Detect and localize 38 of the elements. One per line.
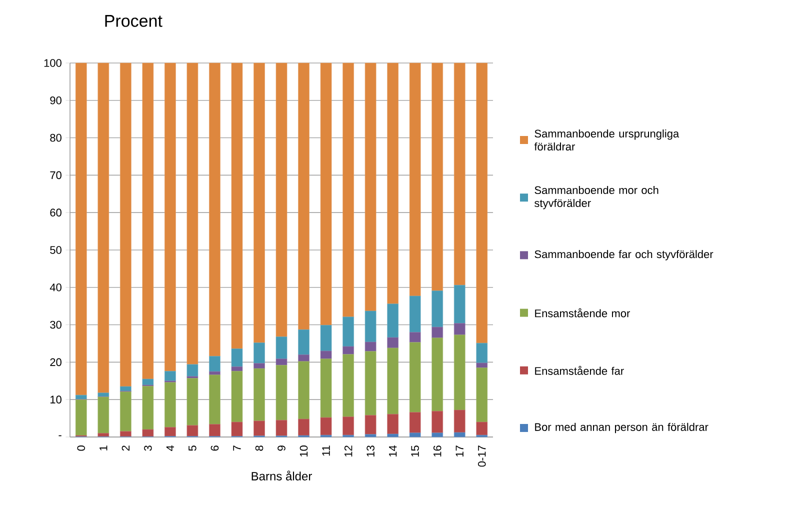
y-tick-label: 30 — [50, 320, 62, 329]
x-tick-label: 3 — [144, 446, 152, 451]
y-tick-label: 10 — [50, 396, 62, 404]
chart-title: Procent — [105, 15, 162, 27]
y-tick-label: 80 — [50, 134, 62, 142]
x-tick-label: 8 — [255, 446, 264, 451]
x-tick-label: 1 — [100, 446, 108, 450]
x-tick-label: 0-17 — [478, 446, 486, 467]
x-tick-label: 0 — [77, 446, 86, 451]
y-tick-label: 60 — [50, 208, 62, 216]
y-tick-label: 50 — [50, 246, 62, 254]
x-tick-label: 9 — [278, 446, 286, 451]
legend-label: Sammanboende far och styvförälder — [534, 250, 714, 260]
y-tick-label: 100 — [44, 59, 62, 67]
y-tick-label: 20 — [50, 358, 62, 366]
legend-label: Ensamstående mor — [535, 308, 630, 318]
x-tick-label: 4 — [166, 445, 174, 451]
x-tick-label: 14 — [389, 445, 397, 456]
y-tick-label: 70 — [50, 171, 62, 180]
x-tick-label: 2 — [122, 446, 130, 451]
x-tick-label: 16 — [433, 446, 442, 456]
y-tick-label: 90 — [50, 96, 62, 104]
x-tick-label: 11 — [322, 446, 330, 456]
x-axis-title: Barns ålder — [252, 470, 312, 480]
x-tick-label: 13 — [366, 446, 374, 456]
legend-label: Sammanboende ursprungliga föräldrar — [534, 129, 680, 151]
y-tick-label: - — [58, 435, 62, 436]
x-tick-label: 6 — [210, 446, 219, 451]
legend-label: Bor med annan person än föräldrar — [535, 422, 708, 434]
x-tick-label: 12 — [344, 446, 352, 456]
legend-label: Ensamstående far — [535, 366, 624, 375]
x-tick-label: 10 — [300, 446, 308, 456]
x-tick-label: 17 — [456, 446, 464, 456]
x-tick-label: 15 — [411, 446, 419, 456]
x-tick-label: 7 — [233, 446, 241, 451]
x-tick-label: 5 — [188, 446, 196, 451]
y-tick-label: 40 — [50, 283, 62, 292]
legend-label: Sammanboende mor och styvförälder — [534, 186, 658, 210]
